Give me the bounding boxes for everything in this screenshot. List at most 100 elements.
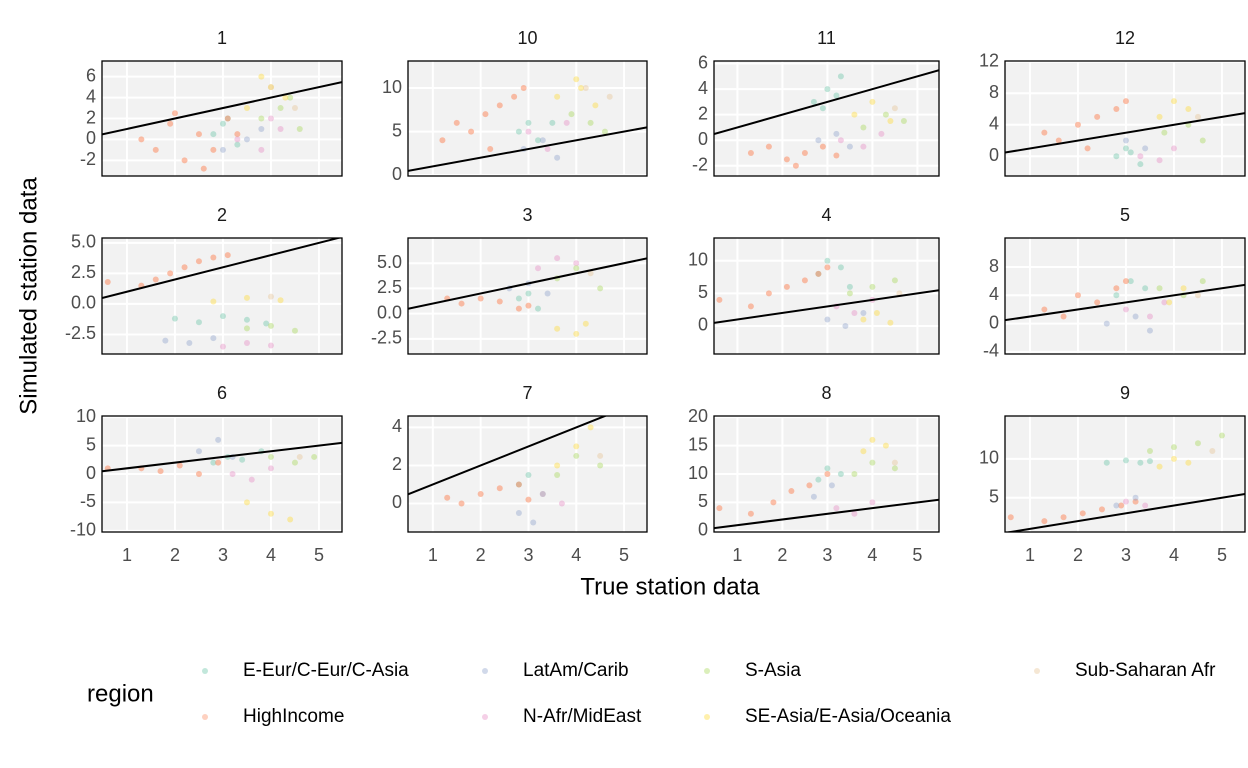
identity-line xyxy=(1005,493,1245,532)
point xyxy=(535,137,542,144)
point xyxy=(587,270,594,277)
x-axis-title: True station data xyxy=(580,573,760,600)
point xyxy=(1007,514,1014,521)
point xyxy=(181,157,188,164)
point xyxy=(167,120,174,127)
y-tick-label: -2.5 xyxy=(371,328,402,348)
point xyxy=(1156,113,1163,120)
point xyxy=(511,93,518,100)
point xyxy=(267,510,274,517)
point xyxy=(176,462,183,469)
legend-label: E-Eur/C-Eur/C-Asia xyxy=(243,660,409,681)
point xyxy=(224,115,231,122)
y-tick-label: 4 xyxy=(392,416,402,436)
point xyxy=(900,118,907,125)
x-tick-label: 4 xyxy=(867,545,877,565)
point xyxy=(833,130,840,137)
point xyxy=(1113,502,1120,509)
point xyxy=(765,290,772,297)
point xyxy=(1209,448,1216,455)
y-tick-label: 8 xyxy=(989,82,999,102)
point xyxy=(747,510,754,517)
panel: 11 -2 0 2 4 6 xyxy=(692,28,940,177)
point xyxy=(267,322,274,329)
point xyxy=(444,494,451,501)
point xyxy=(210,335,217,342)
point xyxy=(869,436,876,443)
point xyxy=(195,448,202,455)
point xyxy=(477,490,484,497)
point xyxy=(810,98,817,105)
point xyxy=(248,476,255,483)
plot-area xyxy=(408,416,608,526)
point xyxy=(851,471,858,477)
point xyxy=(1156,285,1163,292)
y-tick-label: 10 xyxy=(979,448,999,468)
y-axis-title: Simulated station data xyxy=(15,177,42,415)
point xyxy=(801,277,808,284)
point xyxy=(801,150,808,156)
point xyxy=(277,105,284,112)
legend-key xyxy=(202,668,208,674)
point xyxy=(215,459,222,466)
point xyxy=(568,111,575,118)
point xyxy=(573,443,580,450)
plot-area xyxy=(102,436,342,523)
point xyxy=(792,162,799,169)
point xyxy=(296,125,303,132)
point xyxy=(525,128,532,135)
point xyxy=(219,343,226,350)
point xyxy=(515,481,522,488)
y-tick-label: 2 xyxy=(86,107,96,127)
point xyxy=(810,493,817,500)
panel-border xyxy=(713,237,940,355)
panel-title: 4 xyxy=(821,205,831,225)
point xyxy=(851,309,858,316)
legend-key xyxy=(704,714,710,720)
point xyxy=(770,499,777,506)
legend-key xyxy=(482,714,488,720)
point xyxy=(554,154,561,161)
identity-line xyxy=(714,289,939,324)
y-tick-label: 10 xyxy=(382,77,402,97)
point xyxy=(1084,145,1091,152)
point xyxy=(824,465,831,472)
point xyxy=(1170,444,1177,451)
point xyxy=(869,459,876,466)
legend-key xyxy=(704,668,710,674)
point xyxy=(243,294,250,301)
point xyxy=(291,459,298,466)
y-tick-label: 5.0 xyxy=(377,252,402,272)
point xyxy=(846,143,853,150)
point xyxy=(1161,129,1168,136)
point xyxy=(311,453,318,460)
point xyxy=(1137,153,1144,160)
point xyxy=(587,424,594,431)
x-tick-label: 3 xyxy=(822,545,832,565)
panel-border xyxy=(713,60,940,177)
point xyxy=(592,102,599,109)
point xyxy=(234,131,241,138)
y-tick-label: 0 xyxy=(86,463,96,483)
point xyxy=(525,496,532,503)
point xyxy=(282,94,289,101)
panel: 2 -2.5 0.0 2.5 5.0 xyxy=(65,205,343,355)
x-tick-label: 3 xyxy=(218,545,228,565)
point xyxy=(558,500,565,507)
point xyxy=(1118,502,1125,509)
point xyxy=(860,124,867,131)
panel-title: 5 xyxy=(1120,205,1130,225)
point xyxy=(860,143,867,150)
point xyxy=(1194,113,1201,120)
point xyxy=(573,76,580,83)
point xyxy=(1122,145,1129,152)
y-tick-label: 12 xyxy=(979,51,999,71)
point xyxy=(234,141,241,148)
panel-title: 2 xyxy=(217,205,227,225)
panel-border xyxy=(1004,237,1246,355)
point xyxy=(195,131,202,138)
point xyxy=(1170,98,1177,105)
point xyxy=(258,146,265,153)
panel-border xyxy=(101,237,343,355)
